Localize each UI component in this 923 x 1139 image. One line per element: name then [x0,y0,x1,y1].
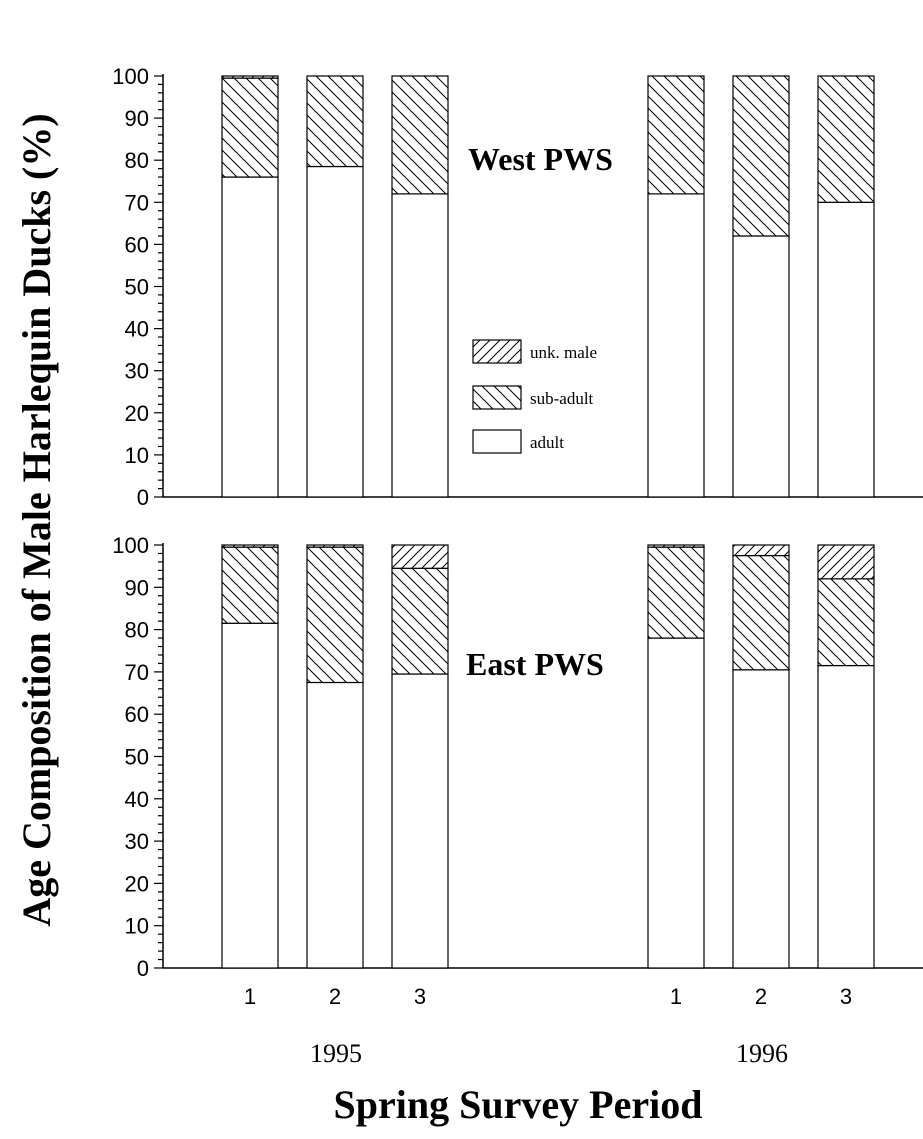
bar-segment-adult [306,165,364,498]
x-tick-labels: 1 2 3 1 2 3 [244,984,852,1009]
y-tick-label: 100 [112,533,149,558]
y-tick-label: 40 [125,317,149,342]
y-tick-label: 100 [112,64,149,89]
bar-segment-adult [817,664,875,969]
year-label-1996: 1996 [736,1039,788,1068]
y-tick-label: 10 [125,914,149,939]
y-axis-label: Age Composition of Male Harlequin Ducks … [14,113,59,926]
bar-segment-sub-adult [732,75,790,237]
y-tick-label: 50 [125,745,149,770]
y-tick-label: 10 [125,443,149,468]
legend-swatch-sub-adult [472,385,522,410]
bar-segment-unk-male [221,544,279,548]
bar-segment-sub-adult [391,567,449,675]
bar-segment-sub-adult [817,75,875,203]
year-label-1995: 1995 [310,1039,362,1068]
bar-segment-adult [817,201,875,498]
bar-segment-adult [391,673,449,969]
bar-segment-adult [391,193,449,498]
bar-segment-sub-adult [221,546,279,624]
bar-segment-adult [732,669,790,969]
legend-label-sub-adult: sub-adult [530,389,594,408]
x-tick-label: 2 [329,984,341,1009]
legend-label-adult: adult [530,433,564,452]
bar-segment-unk-male [221,75,279,79]
y-tick-label: 40 [125,787,149,812]
x-tick-label: 3 [840,984,852,1009]
y-tick-label: 80 [125,618,149,643]
x-tick-label: 2 [755,984,767,1009]
axes: 0 10 20 30 40 50 60 70 80 90 100 0 10 20 30 40 50 60 70 80 9… [112,64,923,981]
panel-title-west: West PWS [468,141,613,177]
bar-segment-adult [221,176,279,498]
y-tick-label: 60 [125,702,149,727]
bar-segment-sub-adult [306,546,364,684]
y-tick-label: 70 [125,190,149,215]
x-tick-label: 1 [670,984,682,1009]
y-tick-label: 0 [137,956,149,981]
y-tick-label: 20 [125,871,149,896]
bar-segment-unk-male [647,544,705,548]
legend-swatch-unk-male [472,339,522,364]
y-tick-label: 20 [125,401,149,426]
bars [221,75,875,969]
bar-segment-sub-adult [647,546,705,639]
y-tick-label: 70 [125,660,149,685]
bar-segment-sub-adult [647,75,705,195]
bar-segment-unk-male [817,544,875,580]
y-tick-label: 90 [125,575,149,600]
x-axis-label: Spring Survey Period [334,1082,703,1127]
bar-segment-unk-male [306,544,364,548]
y-tick-label: 30 [125,359,149,384]
bar-segment-unk-male [732,544,790,557]
bar-segment-adult [306,681,364,969]
legend-swatch-adult [472,429,522,454]
bar-segment-adult [221,622,279,969]
panel-title-east: East PWS [466,646,604,682]
bar-segment-sub-adult [306,75,364,168]
bar-segment-sub-adult [391,75,449,195]
bar-segment-adult [647,193,705,498]
bar-segment-adult [647,637,705,969]
y-tick-label: 0 [137,485,149,510]
y-tick-label: 50 [125,275,149,300]
legend-label-unk-male: unk. male [530,343,597,362]
x-tick-label: 3 [414,984,426,1009]
legend: unk. male sub-adult adult [472,339,597,454]
bar-segment-adult [732,235,790,498]
bar-segment-sub-adult [732,554,790,671]
bar-segment-sub-adult [817,578,875,667]
x-tick-label: 1 [244,984,256,1009]
y-tick-label: 60 [125,232,149,257]
y-tick-label: 90 [125,106,149,131]
y-tick-label: 30 [125,829,149,854]
bar-segment-unk-male [391,544,449,569]
y-tick-label: 80 [125,148,149,173]
bar-segment-sub-adult [221,77,279,178]
